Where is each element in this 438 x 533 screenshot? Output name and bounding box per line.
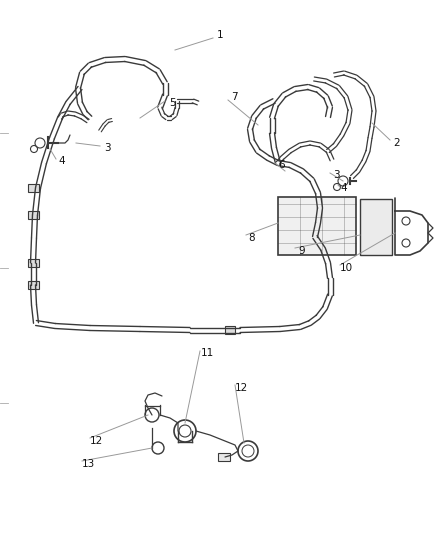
Text: 12: 12 xyxy=(89,436,102,446)
FancyBboxPatch shape xyxy=(360,199,392,255)
Bar xyxy=(28,281,39,289)
Text: 2: 2 xyxy=(394,138,400,148)
Text: 1: 1 xyxy=(217,30,223,40)
Bar xyxy=(28,259,39,267)
Text: 12: 12 xyxy=(234,383,247,393)
Text: 4: 4 xyxy=(341,183,347,193)
Text: 7: 7 xyxy=(231,92,237,102)
Text: 6: 6 xyxy=(279,160,285,170)
FancyBboxPatch shape xyxy=(278,197,356,255)
Text: 5: 5 xyxy=(169,98,175,108)
Bar xyxy=(225,326,235,334)
Text: 3: 3 xyxy=(104,143,110,153)
Bar xyxy=(28,184,39,192)
Text: 11: 11 xyxy=(200,348,214,358)
Bar xyxy=(218,453,230,461)
Text: 3: 3 xyxy=(333,170,339,180)
Text: 8: 8 xyxy=(249,233,255,243)
Bar xyxy=(28,211,39,219)
Text: 9: 9 xyxy=(299,246,305,256)
Text: 13: 13 xyxy=(81,459,95,469)
Text: 4: 4 xyxy=(59,156,65,166)
Text: 10: 10 xyxy=(339,263,353,273)
